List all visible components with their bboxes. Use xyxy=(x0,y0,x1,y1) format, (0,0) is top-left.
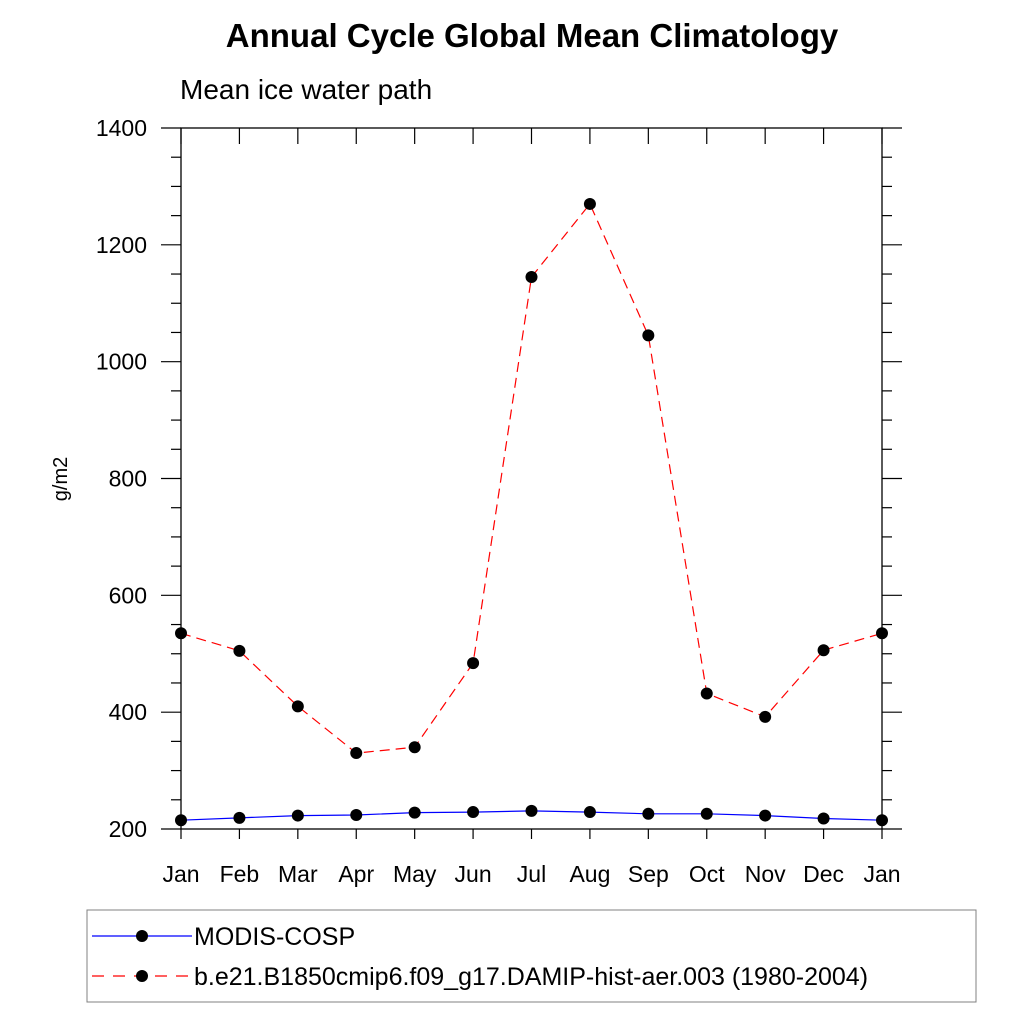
x-tick-label: Jun xyxy=(455,861,492,887)
data-point xyxy=(233,811,246,824)
data-point xyxy=(876,627,888,640)
data-point xyxy=(291,700,304,713)
data-point xyxy=(408,741,421,754)
y-tick-label: 1400 xyxy=(96,115,147,141)
data-point xyxy=(175,814,187,827)
data-point xyxy=(876,814,888,827)
x-tick-label: Sep xyxy=(628,861,669,887)
x-tick-label: Mar xyxy=(278,861,318,887)
data-point xyxy=(408,806,421,819)
chart-title: Annual Cycle Global Mean Climatology xyxy=(226,17,839,54)
y-tick-label: 1000 xyxy=(96,349,147,375)
plot-frame xyxy=(180,127,883,830)
legend-box xyxy=(86,909,977,1003)
x-tick-labels: Jan Feb Mar Apr May Jun Jul Aug Sep Oct Nov Dec Jan xyxy=(162,861,900,887)
data-point xyxy=(700,807,713,820)
data-point xyxy=(525,270,538,283)
data-point xyxy=(817,812,830,825)
data-point xyxy=(350,747,363,760)
x-tick-label: Jul xyxy=(517,861,546,887)
x-tick-label: Oct xyxy=(689,861,725,887)
y-axis-label: g/m2 xyxy=(50,457,72,501)
data-point xyxy=(817,644,830,657)
y-tick-label: 200 xyxy=(109,816,147,842)
data-point xyxy=(642,329,655,342)
legend-marker xyxy=(136,970,148,982)
data-point xyxy=(583,197,596,210)
data-point xyxy=(759,809,772,822)
chart-subtitle: Mean ice water path xyxy=(180,74,432,105)
x-tick-label: Aug xyxy=(569,861,610,887)
x-tick-label: Feb xyxy=(220,861,260,887)
data-point xyxy=(233,644,246,657)
legend-marker xyxy=(136,930,148,942)
series-line-1 xyxy=(180,202,883,754)
y-tick-labels: 200 400 600 800 1000 1200 1400 xyxy=(96,115,147,842)
data-point xyxy=(642,807,655,820)
x-tick-label: May xyxy=(393,861,437,887)
data-point xyxy=(175,627,187,640)
axis-ticks xyxy=(161,127,902,839)
data-point xyxy=(583,806,596,819)
y-tick-label: 400 xyxy=(109,699,147,725)
data-point xyxy=(759,710,772,723)
series-layer xyxy=(175,197,888,827)
legend: MODIS-COSP b.e21.B1850cmip6.f09_g17.DAMIP… xyxy=(92,923,868,991)
data-point xyxy=(467,657,480,670)
legend-label: MODIS-COSP xyxy=(194,923,355,951)
y-tick-label: 800 xyxy=(109,466,147,492)
data-point xyxy=(467,806,480,819)
legend-label: b.e21.B1850cmip6.f09_g17.DAMIP-hist-aer.… xyxy=(194,963,868,991)
data-point xyxy=(291,809,304,822)
x-tick-label: Dec xyxy=(803,861,844,887)
data-point xyxy=(525,804,538,817)
data-point xyxy=(700,687,713,700)
y-tick-label: 1200 xyxy=(96,232,147,258)
y-tick-label: 600 xyxy=(109,582,147,608)
x-tick-label: Jan xyxy=(863,861,900,887)
x-tick-label: Apr xyxy=(338,861,374,887)
x-tick-label: Jan xyxy=(162,861,199,887)
data-point xyxy=(350,808,363,821)
x-tick-label: Nov xyxy=(745,861,786,887)
